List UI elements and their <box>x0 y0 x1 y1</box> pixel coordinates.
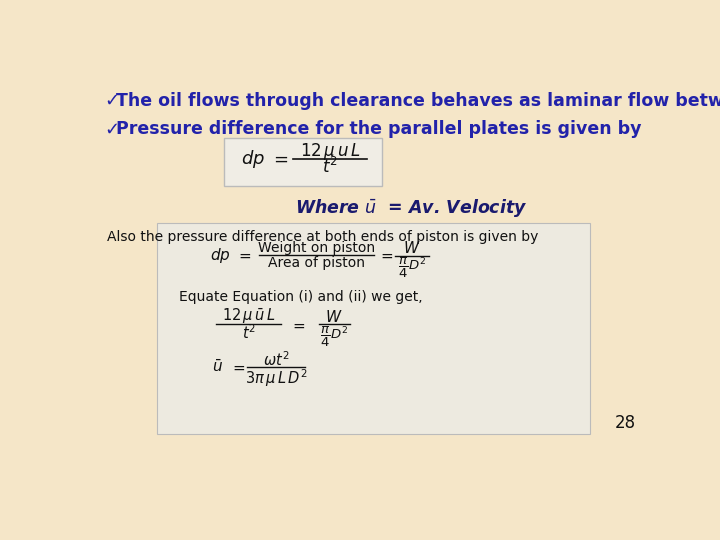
Text: Equate Equation (i) and (ii) we get,: Equate Equation (i) and (ii) we get, <box>179 289 423 303</box>
Text: Area of piston: Area of piston <box>268 256 365 271</box>
Text: ✓: ✓ <box>104 92 119 110</box>
Text: $\dfrac{\pi}{4}D^2$: $\dfrac{\pi}{4}D^2$ <box>320 325 348 349</box>
Text: $t^2$: $t^2$ <box>242 323 256 342</box>
Text: $=$: $=$ <box>235 248 252 264</box>
Text: $=$: $=$ <box>270 150 289 168</box>
Text: 28: 28 <box>616 414 636 432</box>
Text: $W$: $W$ <box>403 240 420 256</box>
FancyBboxPatch shape <box>224 138 382 186</box>
Text: $W$: $W$ <box>325 308 343 325</box>
Text: $=$: $=$ <box>378 248 395 264</box>
Text: Pressure difference for the parallel plates is given by: Pressure difference for the parallel pla… <box>117 120 642 138</box>
Text: $12\,\mu\,u\,L$: $12\,\mu\,u\,L$ <box>300 140 361 161</box>
Text: $=$: $=$ <box>290 318 306 333</box>
Text: $dp$: $dp$ <box>210 246 231 265</box>
FancyBboxPatch shape <box>157 224 590 434</box>
Text: $=$: $=$ <box>230 360 246 375</box>
Text: $\bar{u}$: $\bar{u}$ <box>212 359 223 375</box>
Text: Weight on piston: Weight on piston <box>258 241 375 255</box>
Text: $\omega t^2$: $\omega t^2$ <box>263 350 289 369</box>
Text: $t^2$: $t^2$ <box>323 157 338 177</box>
Text: Where $\bar{u}$  = Av. Velocity: Where $\bar{u}$ = Av. Velocity <box>295 197 528 219</box>
Text: Also the pressure difference at both ends of piston is given by: Also the pressure difference at both end… <box>107 231 538 244</box>
Text: $12\,\mu\,\bar{u}\,L$: $12\,\mu\,\bar{u}\,L$ <box>222 307 276 326</box>
Text: $\dfrac{\pi}{4}D^2$: $\dfrac{\pi}{4}D^2$ <box>397 256 426 280</box>
Text: $3\pi\,\mu\,L\,D^2$: $3\pi\,\mu\,L\,D^2$ <box>245 367 307 389</box>
Text: The oil flows through clearance behaves as laminar flow between parallel plates: The oil flows through clearance behaves … <box>117 92 720 110</box>
Text: ✓: ✓ <box>104 120 119 138</box>
Text: $dp$: $dp$ <box>241 148 265 170</box>
